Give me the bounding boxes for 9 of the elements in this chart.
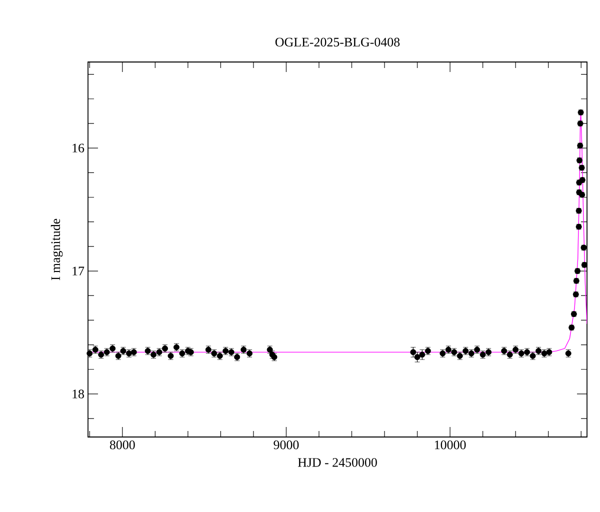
chart-title: OGLE-2025-BLG-0408: [275, 38, 400, 46]
x-tick-label: 9000: [274, 440, 299, 450]
x-tick-label: 10000: [435, 440, 466, 450]
x-tick-label: 8000: [110, 440, 135, 450]
x-axis-title: HJD - 2450000: [298, 458, 377, 467]
y-tick-label: 18: [72, 390, 84, 398]
y-axis-title: I magnitude: [50, 218, 63, 280]
y-tick-label: 17: [72, 266, 84, 276]
y-tick-label: 16: [72, 144, 84, 152]
